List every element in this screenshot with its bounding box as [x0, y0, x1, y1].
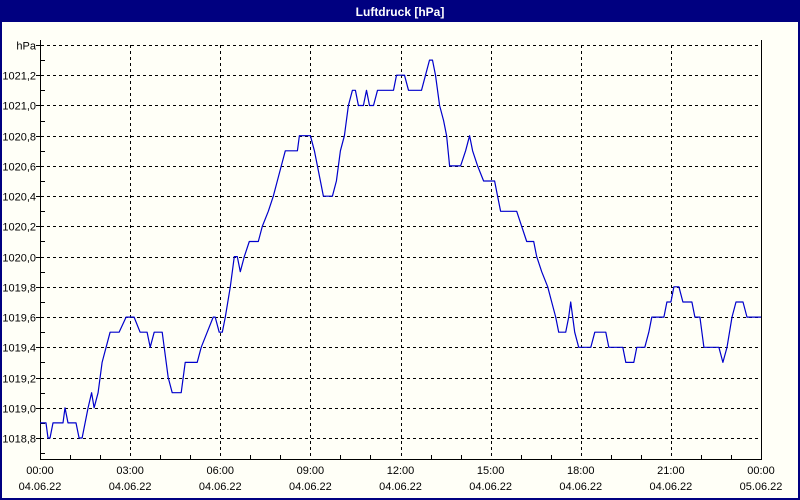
x-axis-date-label: 05.06.22 [740, 481, 783, 493]
x-axis-time-label: 18:00 [567, 465, 595, 477]
y-axis-label: 1021,2 [2, 71, 36, 83]
y-axis-label: 1019,2 [2, 374, 36, 386]
x-axis-date-label: 04.06.22 [109, 481, 152, 493]
x-axis-time-label: 15:00 [477, 465, 505, 477]
y-axis-label: 1019,8 [2, 283, 36, 295]
y-axis-label: 1019,6 [2, 313, 36, 325]
x-axis-time-label: 00:00 [747, 465, 775, 477]
chart-area: hPa 1021,2 1021,0 1020,8 1020,6 1020,4 1020,2 1… [2, 22, 798, 498]
x-axis-date-label: 04.06.22 [649, 481, 692, 493]
window-title: Luftdruck [hPa] [355, 5, 445, 19]
y-axis-label: 1020,4 [2, 192, 36, 204]
x-axis-time-label: 09:00 [297, 465, 325, 477]
y-axis-label: 1019,4 [2, 343, 36, 355]
x-axis-date-label: 04.06.22 [19, 481, 62, 493]
x-axis-date-label: 04.06.22 [559, 481, 602, 493]
y-axis-label: 1020,6 [2, 162, 36, 174]
y-axis-label: 1020,8 [2, 132, 36, 144]
x-axis-time-label: 00:00 [26, 465, 54, 477]
x-axis-date-label: 04.06.22 [289, 481, 332, 493]
pressure-data-line [40, 59, 761, 439]
x-axis-time-label: 06:00 [206, 465, 234, 477]
x-axis-date-label: 04.06.22 [199, 481, 242, 493]
y-axis-label: 1020,0 [2, 253, 36, 265]
y-axis-label: 1019,0 [2, 404, 36, 416]
x-axis-date-label: 04.06.22 [379, 481, 422, 493]
x-axis-time-label: 03:00 [116, 465, 144, 477]
y-axis-label: 1021,0 [2, 101, 36, 113]
x-axis-time-label: 12:00 [387, 465, 415, 477]
pressure-line-chart: hPa 1021,2 1021,0 1020,8 1020,6 1020,4 1020,2 1… [2, 40, 783, 493]
y-axis-label: 1020,2 [2, 222, 36, 234]
title-bar: Luftdruck [hPa] [2, 2, 798, 22]
y-axis-label: hPa [16, 41, 36, 53]
x-axis-time-label: 21:00 [657, 465, 685, 477]
y-axis-label: 1018,8 [2, 434, 36, 446]
x-axis-date-label: 04.06.22 [469, 481, 512, 493]
